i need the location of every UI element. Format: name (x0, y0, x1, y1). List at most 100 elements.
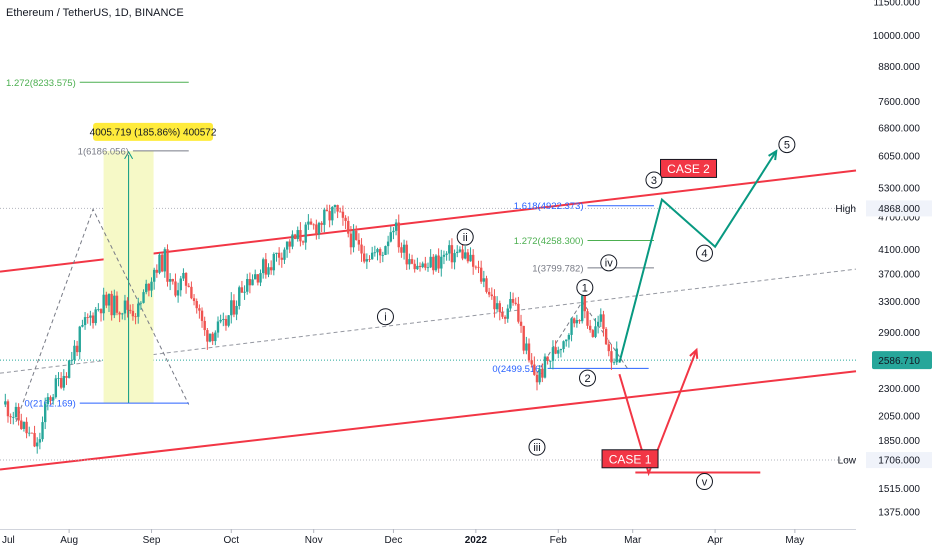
candle-body[interactable] (99, 309, 103, 314)
candle-body[interactable] (91, 315, 95, 324)
candle-body[interactable] (328, 211, 331, 221)
y-tick-label[interactable]: 4100.000 (878, 245, 920, 256)
candle-body[interactable] (293, 234, 297, 240)
candle-body[interactable] (296, 230, 299, 240)
candle-body[interactable] (235, 305, 238, 315)
candle-body[interactable] (442, 254, 446, 257)
last-price-tag[interactable] (872, 351, 932, 370)
y-tick-label[interactable]: 6800.000 (878, 124, 920, 135)
candle-body[interactable] (362, 253, 366, 262)
candle-body[interactable] (190, 286, 193, 299)
candle-body[interactable] (65, 375, 68, 378)
candle-body[interactable] (192, 298, 196, 302)
candle-body[interactable] (525, 343, 528, 351)
candle-body[interactable] (331, 207, 334, 221)
y-tick-label[interactable]: 2300.000 (878, 384, 920, 395)
candle-body[interactable] (203, 320, 206, 331)
y-tick-label[interactable]: 8800.000 (878, 62, 920, 73)
candle-body[interactable] (410, 259, 414, 264)
candle-body[interactable] (269, 267, 273, 271)
candle-body[interactable] (59, 378, 63, 388)
candle-body[interactable] (551, 347, 555, 361)
candle-body[interactable] (4, 401, 7, 405)
candle-body[interactable] (596, 321, 600, 327)
candle-body[interactable] (139, 302, 143, 304)
candle-body[interactable] (150, 281, 153, 291)
candle-body[interactable] (549, 360, 552, 362)
candle-body[interactable] (450, 245, 454, 263)
candle-body[interactable] (216, 321, 220, 333)
candle-body[interactable] (158, 254, 161, 273)
candle-body[interactable] (129, 309, 132, 311)
candle-body[interactable] (142, 292, 145, 303)
candle-body[interactable] (437, 255, 440, 269)
measure-badge[interactable] (93, 122, 214, 141)
candle-body[interactable] (575, 320, 579, 324)
candle-body[interactable] (440, 256, 443, 269)
scenario-label-box[interactable] (601, 449, 659, 469)
candle-body[interactable] (333, 205, 337, 208)
candle-body[interactable] (25, 421, 28, 434)
candle-body[interactable] (565, 339, 568, 342)
candle-body[interactable] (573, 318, 576, 324)
candle-body[interactable] (219, 319, 222, 322)
candle-body[interactable] (43, 404, 47, 423)
candle-body[interactable] (543, 356, 547, 378)
candle-body[interactable] (73, 345, 76, 360)
candle-body[interactable] (562, 341, 565, 350)
candle-body[interactable] (277, 252, 281, 258)
candle-body[interactable] (402, 244, 406, 253)
candle-body[interactable] (464, 252, 467, 259)
candle-body[interactable] (583, 295, 587, 312)
wave-label-circle[interactable] (695, 473, 713, 491)
wave-label-circle[interactable] (579, 369, 597, 387)
candle-body[interactable] (405, 244, 408, 265)
candle-body[interactable] (355, 230, 358, 240)
candle-body[interactable] (365, 259, 369, 262)
candle-body[interactable] (559, 349, 563, 351)
y-tick-label[interactable]: 1375.000 (878, 507, 920, 518)
candle-body[interactable] (535, 374, 539, 383)
candle-body[interactable] (285, 241, 289, 250)
candle-body[interactable] (344, 217, 347, 221)
candle-body[interactable] (230, 300, 233, 316)
candle-body[interactable] (78, 326, 81, 353)
candle-body[interactable] (160, 254, 164, 272)
candle-body[interactable] (46, 397, 50, 405)
candle-body[interactable] (522, 325, 525, 351)
y-tick-label[interactable]: 4700.000 (878, 212, 920, 223)
candle-body[interactable] (445, 253, 448, 255)
candle-body[interactable] (315, 224, 318, 235)
candle-body[interactable] (126, 300, 129, 310)
candle-body[interactable] (70, 359, 73, 361)
candle-body[interactable] (283, 249, 286, 260)
candle-body[interactable] (264, 259, 268, 275)
candle-body[interactable] (588, 325, 592, 331)
x-tick-label[interactable]: 2022 (465, 535, 488, 546)
candle-body[interactable] (9, 416, 12, 418)
candle-body[interactable] (67, 360, 71, 378)
candle-body[interactable] (517, 303, 520, 322)
candle-body[interactable] (184, 272, 188, 286)
candle-body[interactable] (240, 287, 244, 293)
candle-body[interactable] (171, 279, 174, 282)
x-tick-label[interactable]: May (785, 535, 804, 546)
x-tick-label[interactable]: Nov (305, 535, 323, 546)
candle-body[interactable] (28, 432, 31, 434)
candle-body[interactable] (243, 291, 246, 293)
candle-body[interactable] (299, 230, 302, 242)
y-tick-label[interactable]: 1515.000 (878, 484, 920, 495)
candle-body[interactable] (123, 300, 127, 314)
candle-body[interactable] (392, 230, 395, 233)
candle-body[interactable] (137, 303, 140, 317)
y-tick-label[interactable]: 7600.000 (878, 97, 920, 108)
candle-body[interactable] (118, 312, 121, 315)
candle-body[interactable] (179, 278, 182, 291)
candle-body[interactable] (20, 420, 23, 429)
candle-body[interactable] (251, 279, 254, 286)
scenario-label-box[interactable] (660, 158, 718, 178)
candle-body[interactable] (378, 249, 382, 256)
wave-label-circle[interactable] (376, 308, 394, 326)
candle-body[interactable] (254, 274, 257, 280)
candle-body[interactable] (182, 272, 185, 279)
